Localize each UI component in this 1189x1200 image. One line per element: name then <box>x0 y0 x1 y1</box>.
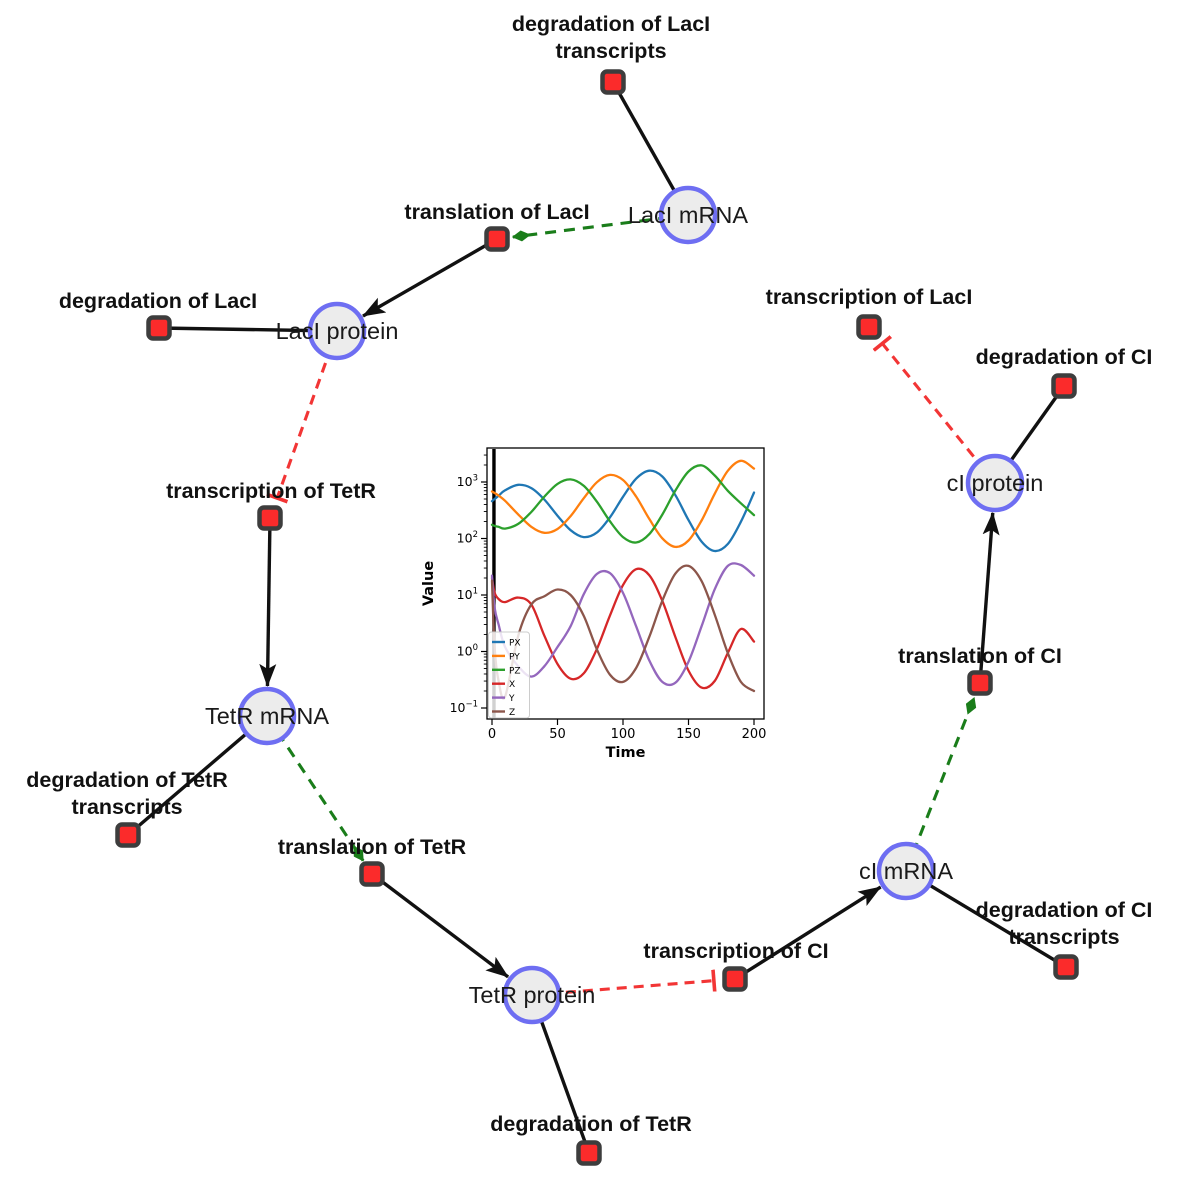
legend-label-Z: Z <box>509 708 515 718</box>
reaction-label-deg_ci: degradation of CI <box>976 345 1153 369</box>
species-node-tetr_protein[interactable] <box>502 965 562 1025</box>
x-tick-label: 150 <box>676 727 701 742</box>
species-label-laci_mrna: LacI mRNA <box>628 202 748 228</box>
reaction-label-deg_tetr: degradation of TetR <box>490 1112 692 1136</box>
edge-production-tx_tetr-tetr_mrna[interactable] <box>259 517 277 688</box>
y-tick-label: 102 <box>457 530 478 546</box>
edge-consumption-laci_protein-deg_laci[interactable] <box>158 326 338 333</box>
edge-inhibition-tetr_protein-tx_ci[interactable] <box>531 969 717 997</box>
x-tick-label: 50 <box>549 727 566 742</box>
series-curve-PX <box>490 469 756 553</box>
edge-production-transl_tetr-tetr_protein[interactable] <box>370 872 510 979</box>
x-axis-label: Time <box>606 745 646 761</box>
reaction-label-tx_tetr: transcription of TetR <box>166 479 376 503</box>
reaction-node-tx_tetr[interactable] <box>257 505 283 531</box>
reaction-label-transl_ci: translation of CI <box>898 644 1062 668</box>
reaction-label-transl_laci: translation of LacI <box>404 200 589 224</box>
reaction-node-transl_laci[interactable] <box>484 226 510 252</box>
series-curve-X <box>490 567 756 690</box>
y-tick-label: 103 <box>457 474 478 490</box>
edge-production-transl_ci-ci_protein[interactable] <box>978 511 1000 684</box>
y-tick-label: 101 <box>457 587 478 603</box>
species-label-tetr_mrna: TetR mRNA <box>205 703 329 729</box>
species-label-ci_mrna: cI mRNA <box>859 858 953 884</box>
reaction-label-deg_laci: degradation of LacI <box>59 289 257 313</box>
reaction-label-deg_laci_tx: degradation of LacI <box>512 12 710 36</box>
edge-production-tx_ci-ci_mrna[interactable] <box>734 885 882 981</box>
reaction-node-deg_ci[interactable] <box>1051 373 1077 399</box>
reaction-label-deg_ci_tx: transcripts <box>1008 925 1119 949</box>
y-axis-label: Value <box>421 561 437 607</box>
series-curve-PY <box>490 459 756 549</box>
reaction-node-transl_ci[interactable] <box>967 670 993 696</box>
reaction-node-deg_laci[interactable] <box>146 315 172 341</box>
x-tick-label: 200 <box>742 727 767 742</box>
species-label-laci_protein: LacI protein <box>276 318 399 344</box>
x-tick-label: 100 <box>611 727 636 742</box>
plot-legend: PX PY PZ XYZ <box>488 631 530 719</box>
edge-modifier-ci_mrna-transl_ci[interactable] <box>904 696 977 872</box>
reaction-node-deg_laci_tx[interactable] <box>600 69 626 95</box>
reaction-label-deg_ci_tx: degradation of CI <box>976 898 1153 922</box>
reaction-label-deg_tetr_tx: transcripts <box>71 795 182 819</box>
edge-inhibition-ci_protein-tx_laci[interactable] <box>872 335 997 484</box>
reaction-node-tx_ci[interactable] <box>722 966 748 992</box>
legend-label-PZ: PZ <box>509 666 521 676</box>
y-tick-label: 100 <box>457 643 478 659</box>
species-node-ci_protein[interactable] <box>965 453 1025 513</box>
reaction-label-tx_ci: transcription of CI <box>643 939 828 963</box>
reaction-label-tx_laci: transcription of LacI <box>766 285 973 309</box>
reaction-node-transl_tetr[interactable] <box>359 861 385 887</box>
x-tick-label: 0 <box>488 727 496 742</box>
legend-label-Y: Y <box>508 694 515 704</box>
species-label-tetr_protein: TetR protein <box>469 982 596 1008</box>
species-node-laci_protein[interactable] <box>307 301 367 361</box>
reaction-label-deg_laci_tx: transcripts <box>555 39 666 63</box>
edge-consumption-ci_mrna-deg_ci_tx[interactable] <box>905 869 1067 969</box>
legend-label-PX: PX <box>509 639 521 649</box>
nodes-layer <box>115 69 1079 1166</box>
reaction-label-deg_tetr_tx: degradation of TetR <box>26 768 228 792</box>
reaction-node-deg_tetr[interactable] <box>576 1140 602 1166</box>
species-node-laci_mrna[interactable] <box>658 185 718 245</box>
edges-layer <box>126 81 1067 1154</box>
reaction-node-deg_ci_tx[interactable] <box>1053 954 1079 980</box>
labels-layer: degradation of LacI transcripts translatio… <box>26 12 1152 1136</box>
series-curve-PZ <box>490 464 756 544</box>
species-label-ci_protein: cI protein <box>947 470 1044 496</box>
species-node-ci_mrna[interactable] <box>876 841 936 901</box>
edge-modifier-laci_mrna-transl_laci[interactable] <box>511 213 689 242</box>
edge-inhibition-laci_protein-tx_tetr[interactable] <box>266 330 339 504</box>
legend-label-PY: PY <box>509 652 520 662</box>
edge-consumption-tetr_mrna-deg_tetr_tx[interactable] <box>126 714 269 837</box>
species-node-tetr_mrna[interactable] <box>237 686 297 746</box>
reaction-node-tx_laci[interactable] <box>856 314 882 340</box>
y-tick-label: 10−1 <box>450 700 478 716</box>
legend-label-X: X <box>509 680 515 690</box>
reaction-node-deg_tetr_tx[interactable] <box>115 822 141 848</box>
edge-production-transl_laci-laci_protein[interactable] <box>362 237 498 318</box>
reaction-label-transl_tetr: translation of TetR <box>278 835 467 859</box>
